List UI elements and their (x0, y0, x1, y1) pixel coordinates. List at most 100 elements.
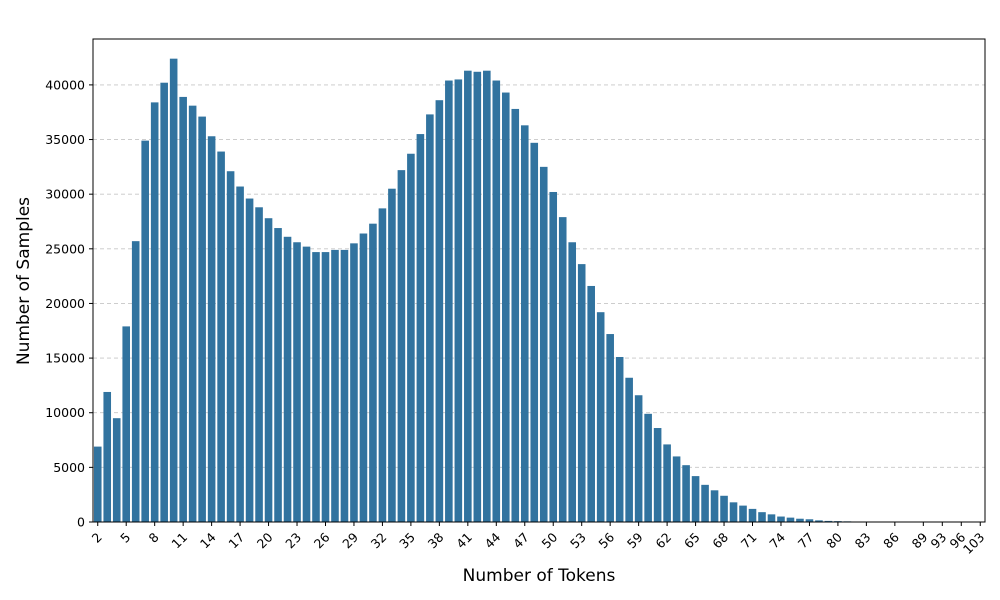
bar (710, 490, 719, 522)
bar (217, 151, 225, 522)
bar (103, 391, 112, 522)
bar (587, 285, 595, 522)
y-tick-label: 5000 (53, 460, 85, 475)
bar (293, 242, 301, 522)
y-tick-label: 10000 (45, 405, 85, 420)
bar (539, 166, 548, 522)
x-tick-label: 103 (960, 530, 987, 557)
bar (464, 70, 472, 522)
bar (407, 153, 415, 523)
bar (748, 508, 757, 522)
bar (274, 228, 282, 522)
x-tick-label: 29 (339, 529, 361, 551)
bar (691, 476, 700, 522)
bar (682, 465, 690, 522)
bar (596, 312, 605, 522)
bar (530, 142, 539, 523)
x-tick-label: 41 (453, 530, 475, 552)
bar (520, 125, 529, 522)
bar (160, 82, 168, 523)
bar (644, 413, 652, 522)
bar (815, 520, 823, 522)
bar (150, 102, 159, 522)
bar (701, 484, 709, 522)
x-tick-label: 68 (709, 529, 731, 551)
x-tick-label: 80 (823, 529, 845, 551)
bar (786, 517, 795, 522)
bar (93, 446, 102, 522)
bar (634, 395, 643, 522)
bar (454, 79, 463, 522)
bar (312, 252, 320, 522)
bar (445, 80, 453, 522)
bar (568, 242, 577, 522)
bar (511, 108, 520, 523)
bar (112, 418, 121, 522)
x-tick-label: 14 (197, 529, 219, 551)
bar (824, 520, 833, 522)
x-tick-label: 65 (681, 530, 703, 552)
bar (245, 198, 254, 523)
y-tick-label: 40000 (45, 77, 85, 92)
x-tick-label: 23 (282, 530, 304, 552)
bar (207, 136, 216, 522)
bar (501, 92, 510, 522)
bar (492, 80, 501, 522)
y-tick-label: 30000 (45, 187, 85, 202)
bar (169, 58, 178, 523)
bar (577, 264, 586, 522)
x-tick-label: 38 (425, 529, 447, 551)
y-tick-label: 0 (77, 515, 85, 530)
bar (720, 495, 728, 522)
bar (131, 241, 140, 522)
bar (188, 105, 197, 522)
bar (302, 246, 311, 522)
bar (615, 356, 624, 522)
y-axis-ticks: 0 5000 10000 15000 20000 25000 30000 35000 40000 (45, 77, 93, 530)
bar (653, 428, 662, 522)
bar (359, 233, 368, 523)
bar (179, 96, 187, 522)
bar (549, 191, 558, 522)
bar (663, 444, 671, 522)
bar (331, 249, 339, 522)
x-tick-label: 44 (482, 529, 504, 551)
bar (198, 116, 206, 523)
y-tick-label: 25000 (45, 241, 85, 256)
x-tick-label: 86 (880, 529, 902, 551)
bar (255, 207, 263, 522)
bar (558, 217, 567, 522)
bar (805, 519, 814, 522)
x-tick-label: 8 (146, 529, 162, 545)
x-tick-label: 74 (766, 529, 788, 551)
bar (767, 514, 776, 522)
bar (378, 208, 387, 523)
bar (283, 236, 292, 522)
x-tick-label: 59 (624, 529, 646, 551)
x-tick-label: 35 (396, 530, 418, 552)
bar (739, 505, 747, 522)
x-tick-label: 32 (368, 530, 390, 552)
y-tick-label: 15000 (45, 351, 85, 366)
x-tick-label: 77 (795, 530, 817, 552)
bar (672, 456, 681, 522)
x-tick-label: 62 (652, 530, 674, 552)
bar (122, 326, 131, 522)
x-axis-ticks: 2 5 8 11 14 17 20 23 26 29 32 35 38 41 44 47 50 53 56 59 62 6… (89, 522, 987, 557)
plot-frame (92, 38, 986, 523)
bar (473, 71, 482, 522)
bar (226, 171, 235, 522)
bar (606, 334, 614, 522)
bars (93, 58, 985, 523)
x-tick-label: 11 (168, 530, 190, 552)
bar (483, 70, 491, 522)
x-tick-label: 53 (567, 530, 589, 552)
bar (369, 223, 377, 523)
y-tick-label: 20000 (45, 296, 85, 311)
x-tick-label: 50 (539, 529, 561, 551)
bar (625, 377, 633, 522)
bar (729, 502, 738, 522)
bar (416, 134, 425, 522)
bar (340, 249, 349, 522)
x-tick-label: 20 (254, 529, 276, 551)
